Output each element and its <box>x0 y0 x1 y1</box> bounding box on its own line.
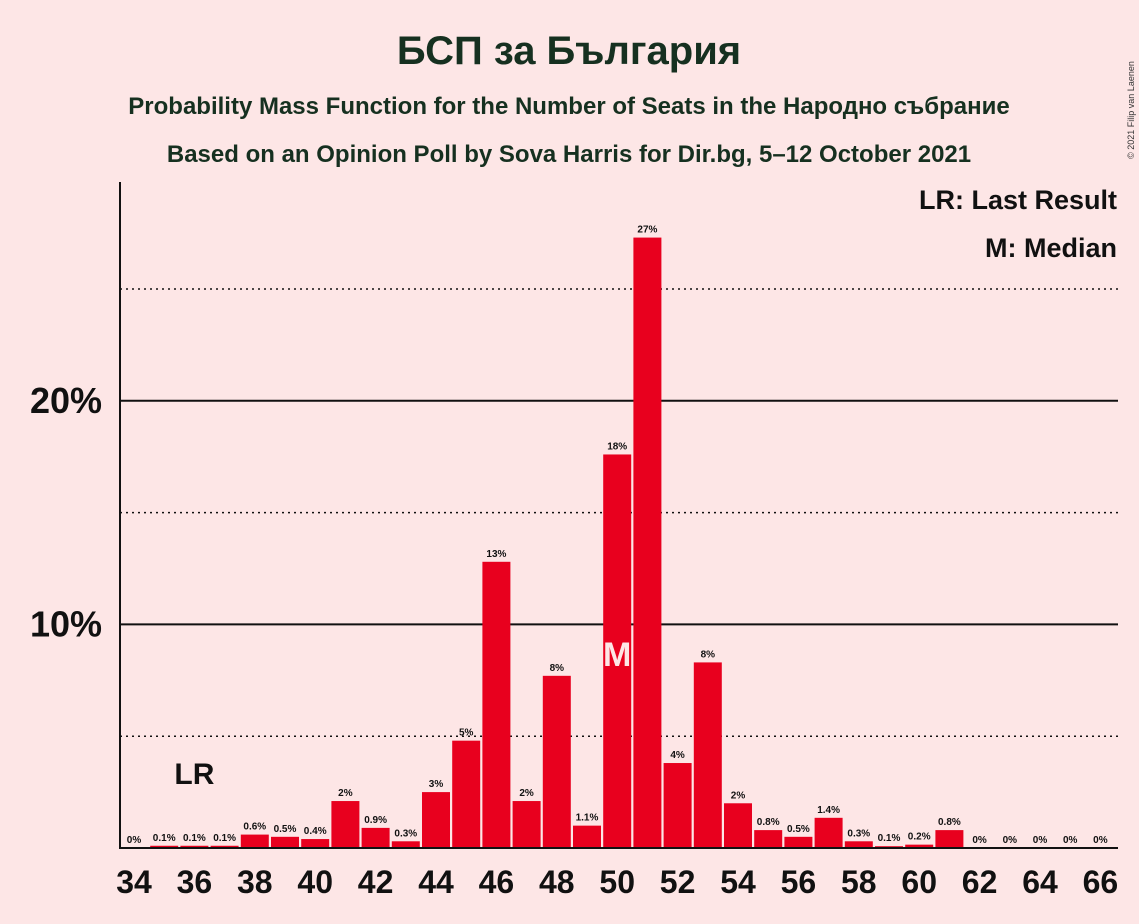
bar-45 <box>452 740 481 848</box>
data-label-52: 4% <box>670 750 685 761</box>
bar-54 <box>724 803 752 848</box>
x-tick-label: 56 <box>781 864 817 900</box>
bar-52 <box>663 763 692 848</box>
bar-38 <box>240 834 269 848</box>
x-tick-label: 46 <box>479 864 515 900</box>
data-label-58: 0.3% <box>847 828 870 839</box>
bar-61 <box>935 830 964 848</box>
bar-35 <box>150 845 179 848</box>
data-label-43: 0.3% <box>394 828 417 839</box>
bar-50 <box>603 454 632 848</box>
bar-55 <box>754 830 783 848</box>
bar-43 <box>391 841 420 848</box>
data-label-54: 2% <box>731 790 746 801</box>
bar-40 <box>301 839 330 848</box>
median-marker: M <box>603 636 631 674</box>
chart-subtitle: Probability Mass Function for the Number… <box>128 93 1009 120</box>
data-label-55: 0.8% <box>757 817 780 828</box>
bar-39 <box>271 836 299 848</box>
x-tick-label: 48 <box>539 864 575 900</box>
x-tick-label: 42 <box>358 864 394 900</box>
data-label-35: 0.1% <box>153 833 176 844</box>
data-label-34: 0% <box>127 835 142 846</box>
data-label-39: 0.5% <box>274 824 297 835</box>
data-label-65: 0% <box>1063 835 1078 846</box>
bar-42 <box>361 827 390 848</box>
bar-49 <box>573 825 601 848</box>
data-label-44: 3% <box>429 779 444 790</box>
y-tick-label: 10% <box>30 603 102 644</box>
x-tick-label: 36 <box>177 864 213 900</box>
data-label-47: 2% <box>519 788 534 799</box>
bar-37 <box>210 845 239 848</box>
bar-51 <box>633 237 662 848</box>
data-label-51: 27% <box>637 225 657 236</box>
x-tick-label: 64 <box>1022 864 1058 900</box>
x-tick-label: 62 <box>962 864 998 900</box>
data-label-62: 0% <box>972 835 987 846</box>
chart-title: БСП за България <box>397 29 741 73</box>
data-label-50: 18% <box>607 441 627 452</box>
bar-56 <box>784 836 813 848</box>
x-tick-label: 66 <box>1083 864 1119 900</box>
markers: LR M <box>174 636 631 791</box>
bar-57 <box>814 817 843 848</box>
bars <box>150 237 964 848</box>
x-tick-label: 54 <box>720 864 756 900</box>
bar-46 <box>482 561 511 848</box>
data-labels: 0% 0.1% 0.1% 0.1% 0.6% 0.5% 0.4% 2% 0.9% 0.3% 3% 5%… <box>127 225 1108 846</box>
x-tick-label: 44 <box>418 864 454 900</box>
axes <box>119 182 1118 849</box>
x-tick-label: 58 <box>841 864 877 900</box>
data-label-41: 2% <box>338 788 353 799</box>
data-label-38: 0.6% <box>243 822 266 833</box>
x-tick-label: 52 <box>660 864 696 900</box>
last-result-marker: LR <box>174 758 214 791</box>
x-tick-label: 40 <box>297 864 333 900</box>
x-tick-label: 34 <box>116 864 152 900</box>
data-label-42: 0.9% <box>364 815 387 826</box>
data-label-40: 0.4% <box>304 826 327 837</box>
data-label-63: 0% <box>1003 835 1018 846</box>
copyright-notice: © 2021 Filip van Laenen <box>1126 61 1136 159</box>
bar-44 <box>422 792 450 848</box>
x-tick-label: 50 <box>599 864 635 900</box>
data-label-48: 8% <box>550 663 565 674</box>
y-tick-label: 20% <box>30 380 102 421</box>
bar-41 <box>331 801 360 848</box>
bar-53 <box>693 662 722 848</box>
bar-60 <box>905 844 934 848</box>
data-label-56: 0.5% <box>787 824 810 835</box>
data-label-64: 0% <box>1033 835 1048 846</box>
data-label-61: 0.8% <box>938 817 961 828</box>
data-label-36: 0.1% <box>183 833 206 844</box>
x-tick-label: 60 <box>901 864 937 900</box>
data-label-37: 0.1% <box>213 833 236 844</box>
data-label-60: 0.2% <box>908 832 931 843</box>
legend-median: M: Median <box>985 233 1117 263</box>
data-label-45: 5% <box>459 728 474 739</box>
x-tick-label: 38 <box>237 864 273 900</box>
data-label-59: 0.1% <box>878 833 901 844</box>
data-label-46: 13% <box>486 549 506 560</box>
data-label-66: 0% <box>1093 835 1108 846</box>
tick-labels: 10% 20% 34 36 38 40 42 44 46 48 50 52 54 56 58 60 62 64 66 <box>30 380 1118 900</box>
bar-48 <box>542 675 571 848</box>
bar-47 <box>512 801 541 848</box>
bar-36 <box>180 845 209 848</box>
data-label-49: 1.1% <box>576 813 599 824</box>
data-label-53: 8% <box>701 649 716 660</box>
bar-58 <box>844 841 873 848</box>
chart-source: Based on an Opinion Poll by Sova Harris … <box>167 141 971 168</box>
legend-last-result: LR: Last Result <box>919 185 1117 215</box>
data-label-57: 1.4% <box>817 805 840 816</box>
